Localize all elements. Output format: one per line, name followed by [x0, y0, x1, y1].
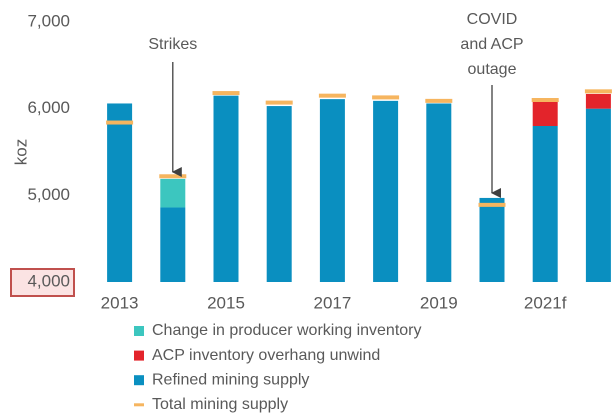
- bar-segment: [426, 103, 452, 282]
- legend-label: Refined mining supply: [152, 371, 309, 388]
- total-marker: [212, 91, 240, 96]
- x-tick-label: 2019: [420, 293, 458, 312]
- total-marker: [106, 120, 134, 125]
- bar-segment: [479, 197, 505, 282]
- x-tick-label: 2017: [313, 293, 351, 312]
- total-marker: [265, 100, 293, 105]
- bar-segment: [319, 99, 345, 282]
- legend-swatch: [134, 326, 144, 336]
- legend-swatch: [134, 350, 144, 361]
- legend-label: Change in producer working inventory: [152, 322, 421, 339]
- y-tick-label: 5,000: [27, 185, 70, 204]
- annotation: outage: [468, 61, 517, 78]
- total-marker: [425, 98, 453, 103]
- bar-segment: [532, 126, 558, 282]
- bar-segment: [160, 207, 186, 282]
- legend-label: Total mining supply: [152, 396, 288, 413]
- total-marker: [159, 174, 187, 179]
- legend-swatch: [134, 403, 144, 407]
- y-tick-label: 4,000: [27, 271, 70, 290]
- x-tick-label: 2021f: [524, 293, 567, 312]
- bar-segment: [532, 100, 558, 126]
- annotation: COVID: [467, 11, 518, 28]
- total-marker: [531, 98, 559, 102]
- bar-segment: [585, 108, 611, 283]
- x-tick-label: 2015: [207, 293, 245, 312]
- total-marker: [478, 202, 506, 207]
- x-tick-label: 2013: [101, 293, 139, 312]
- y-axis-label: koz: [11, 139, 30, 165]
- total-marker: [372, 95, 400, 100]
- y-tick-label: 6,000: [27, 98, 70, 117]
- plot: [106, 89, 612, 283]
- legend-label: ACP inventory overhang unwind: [152, 347, 380, 364]
- bar-segment: [213, 95, 239, 283]
- annotation: Strikes: [148, 36, 197, 53]
- total-marker: [584, 89, 612, 94]
- total-marker: [318, 93, 346, 98]
- bar-segment: [266, 106, 292, 282]
- bar-segment: [160, 178, 186, 208]
- bar-segment: [585, 93, 611, 109]
- legend-swatch: [134, 375, 144, 386]
- annotation: and ACP: [460, 36, 523, 53]
- bar-segment: [107, 103, 133, 282]
- tick-highlight: [10, 268, 75, 297]
- y-tick-label: 7,000: [27, 11, 70, 30]
- bar-segment: [373, 100, 399, 282]
